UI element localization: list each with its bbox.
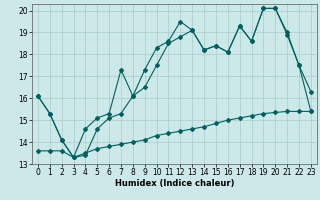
X-axis label: Humidex (Indice chaleur): Humidex (Indice chaleur) <box>115 179 234 188</box>
